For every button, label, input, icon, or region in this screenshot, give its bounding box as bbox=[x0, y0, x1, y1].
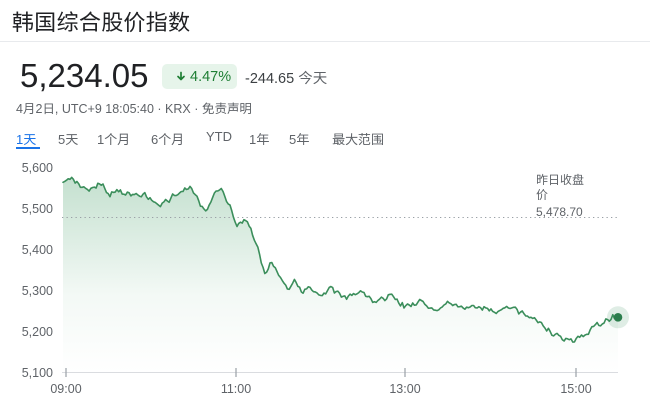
svg-text:13:00: 13:00 bbox=[389, 382, 420, 396]
svg-text:5,200: 5,200 bbox=[22, 325, 53, 339]
svg-text:5,500: 5,500 bbox=[22, 202, 53, 216]
svg-text:5,400: 5,400 bbox=[22, 243, 53, 257]
svg-text:09:00: 09:00 bbox=[50, 382, 81, 396]
svg-text:5,600: 5,600 bbox=[22, 161, 53, 175]
svg-text:5,100: 5,100 bbox=[22, 366, 53, 380]
svg-text:15:00: 15:00 bbox=[560, 382, 591, 396]
svg-text:11:00: 11:00 bbox=[221, 382, 251, 396]
svg-text:5,300: 5,300 bbox=[22, 284, 53, 298]
